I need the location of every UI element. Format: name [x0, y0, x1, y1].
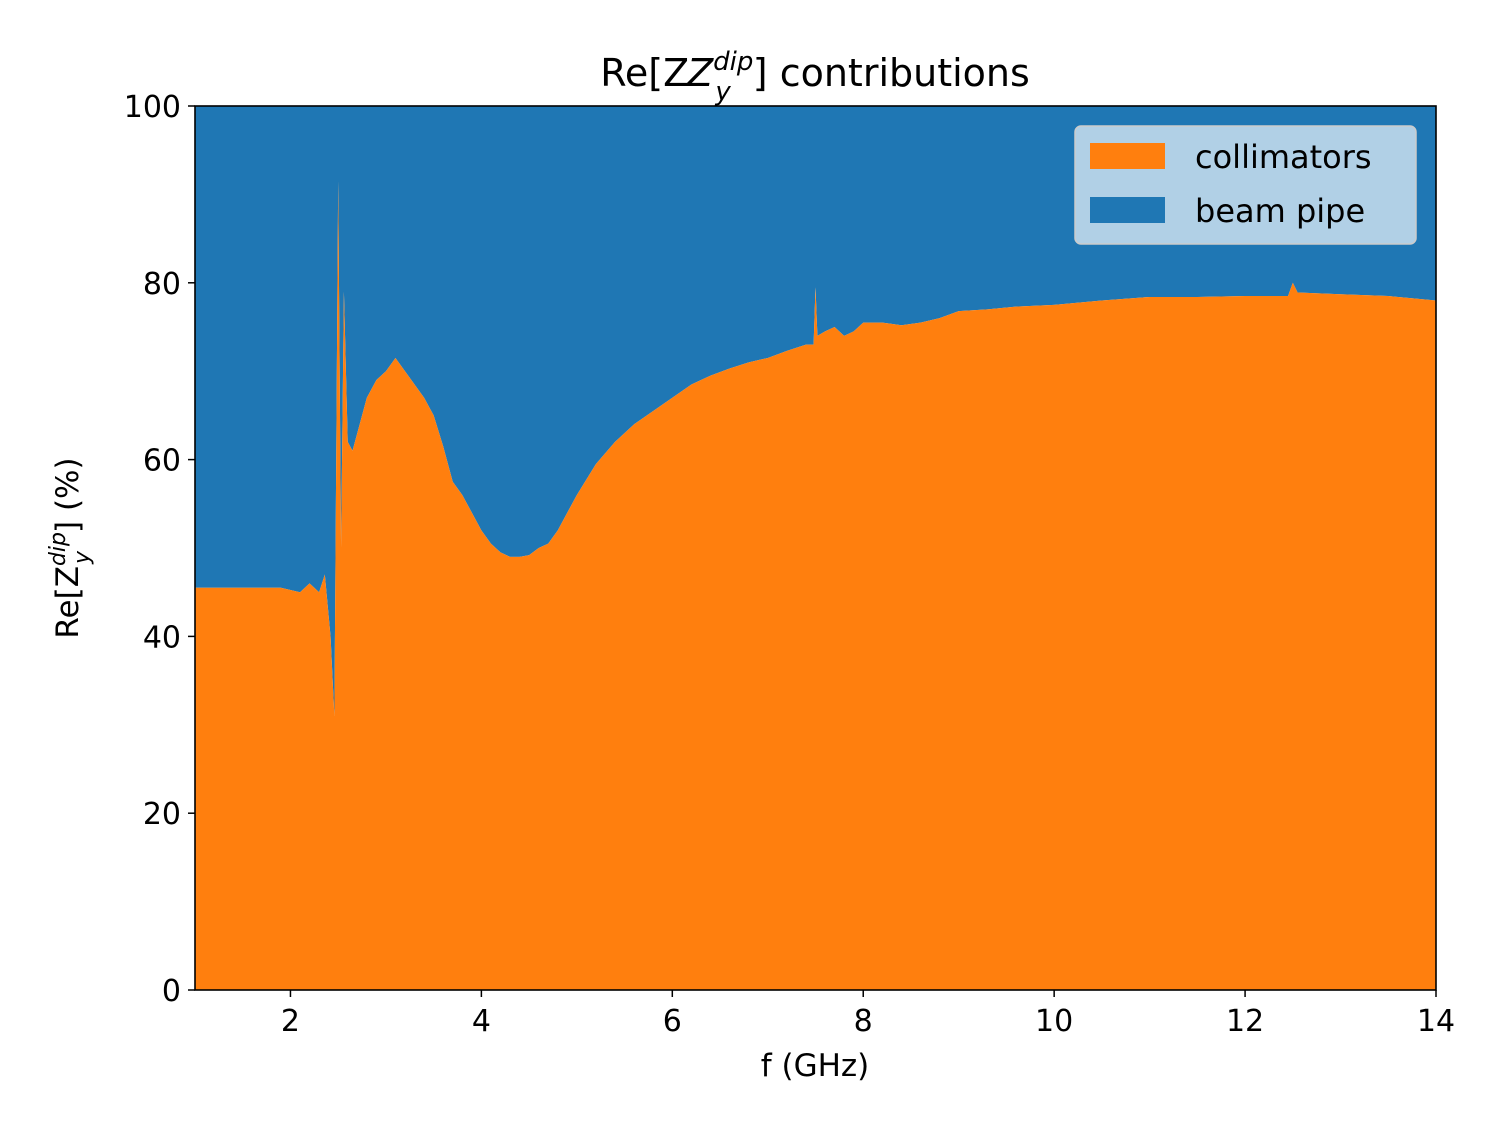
y-tick-label: 100	[124, 90, 181, 125]
ylabel-superscript: dip	[46, 532, 71, 566]
x-tick-label: 4	[472, 1004, 491, 1039]
title-prefix: Re[Z	[600, 51, 689, 95]
x-tick-label: 14	[1417, 1004, 1455, 1039]
y-axis-label: Re[Zdipy ] (%)	[46, 457, 95, 638]
title-z-symbol: Z	[686, 51, 714, 95]
y-tick-label: 60	[143, 444, 181, 479]
y-tick-label: 0	[162, 974, 181, 1009]
title-suffix: ] contributions	[753, 51, 1030, 95]
area-beam-pipe	[195, 106, 1436, 716]
y-axis: 0 20 40 60 80 100	[124, 90, 195, 1009]
legend-label-beam-pipe: beam pipe	[1195, 192, 1365, 230]
axes-frame	[194, 105, 1437, 991]
legend: collimators beam pipe	[1074, 125, 1417, 245]
ylabel-subscript: y	[70, 550, 95, 565]
y-tick-label: 20	[143, 797, 181, 832]
x-axis-label: f (GHz)	[761, 1048, 870, 1084]
ylabel-prefix: Re[Z	[50, 566, 86, 639]
chart-title: Re[ZZdip y ] contributions	[600, 47, 1030, 107]
x-tick-label: 12	[1226, 1004, 1264, 1039]
title-subscript: y	[714, 77, 731, 107]
title-superscript: dip	[713, 47, 753, 77]
legend-swatch-collimators	[1090, 143, 1165, 169]
legend-label-collimators: collimators	[1195, 138, 1372, 176]
x-tick-label: 10	[1035, 1004, 1073, 1039]
y-tick-label: 40	[143, 620, 181, 655]
x-axis: 2 4 6 8 10 12 14	[281, 990, 1455, 1039]
area-collimators	[195, 181, 1436, 990]
plot-area	[195, 106, 1436, 990]
x-tick-label: 8	[854, 1004, 873, 1039]
x-tick-label: 6	[663, 1004, 682, 1039]
y-tick-label: 80	[143, 267, 181, 302]
ylabel-suffix: ] (%)	[50, 457, 86, 533]
legend-swatch-beam-pipe	[1090, 197, 1165, 223]
x-tick-label: 2	[281, 1004, 300, 1039]
